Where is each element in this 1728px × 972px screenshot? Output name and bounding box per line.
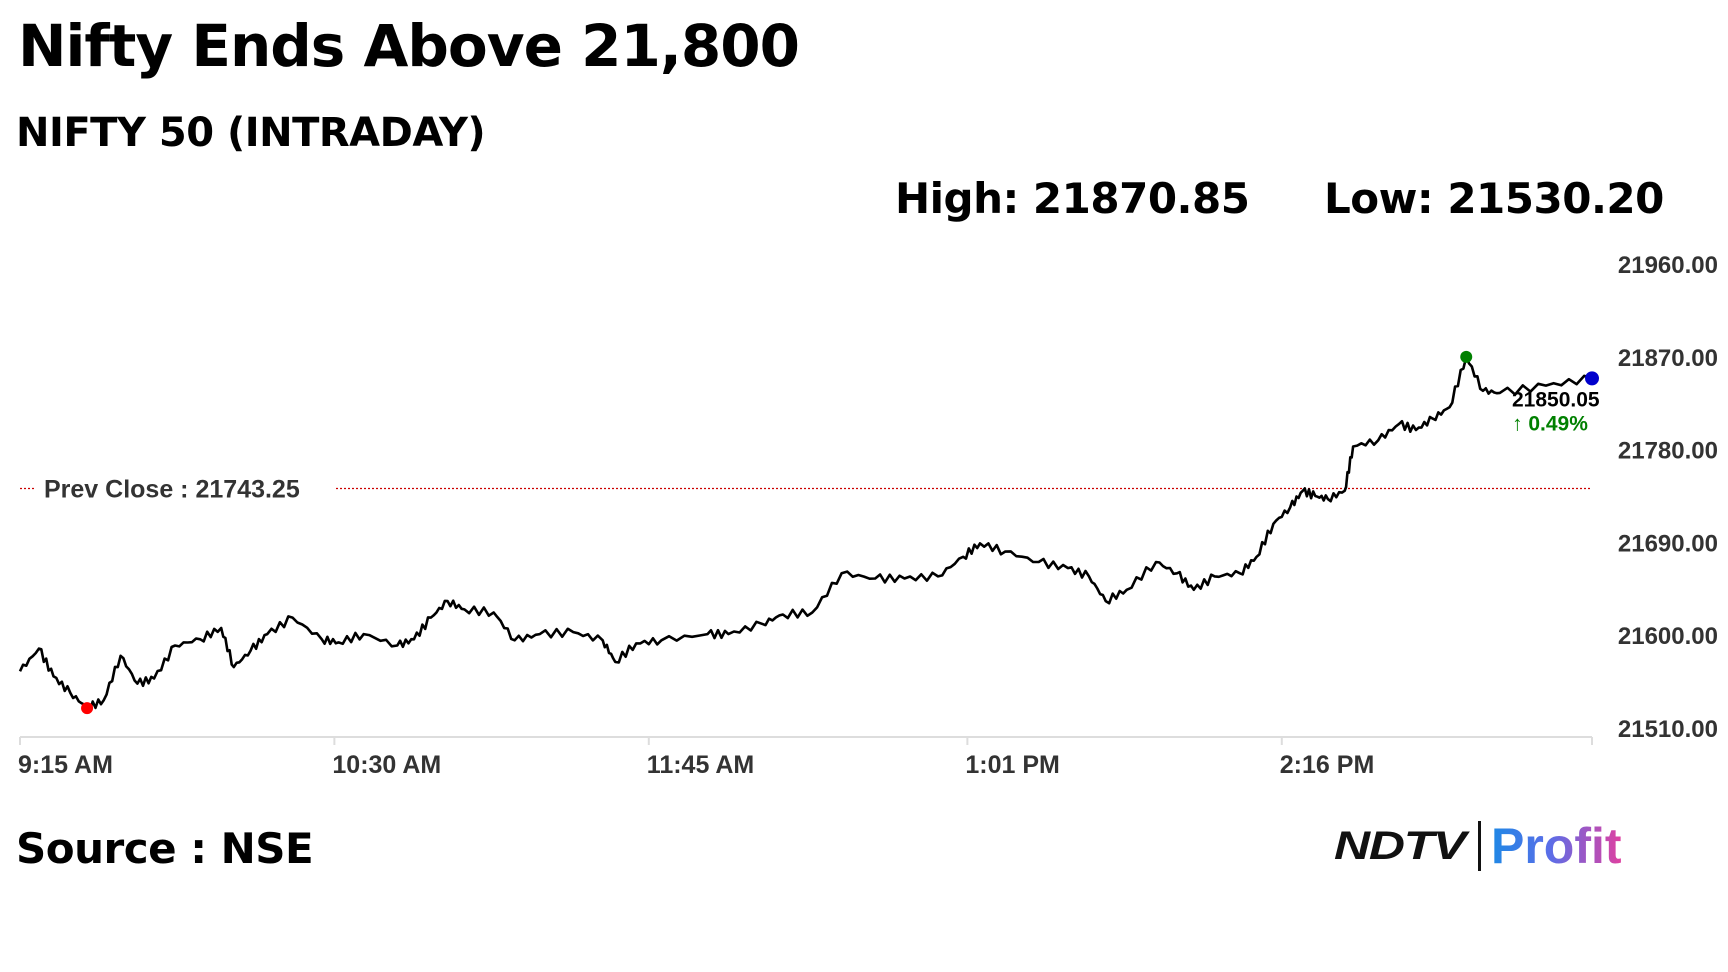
y-tick-label: 21600.00 — [1618, 623, 1718, 650]
prev-close-label-bg — [36, 474, 334, 503]
last-point-marker — [1585, 371, 1599, 386]
logo-ndtv: NDTV — [1334, 823, 1466, 868]
y-tick-label: 21870.00 — [1618, 345, 1718, 372]
y-tick-label: 21510.00 — [1618, 716, 1718, 743]
y-tick-label: 21690.00 — [1618, 530, 1718, 557]
low-point-marker — [81, 702, 94, 715]
last-change-label: ↑ 0.49% — [1512, 412, 1588, 435]
chart-subtitle: NIFTY 50 (INTRADAY) — [16, 110, 486, 156]
x-axis: 9:15 AM 10:30 AM 11:45 AM 1:01 PM 2:16 PM — [18, 736, 1593, 779]
x-tick-label: 9:15 AM — [18, 751, 113, 779]
series-line-nifty50 — [18, 355, 1593, 713]
x-tick-label: 1:01 PM — [965, 751, 1059, 779]
x-tick-label: 11:45 AM — [647, 751, 754, 779]
high-point-marker — [1460, 350, 1473, 363]
logo-profit: Profit — [1491, 818, 1622, 874]
logo-divider — [1478, 821, 1481, 871]
y-tick-label: 21960.00 — [1618, 252, 1718, 279]
headline: Nifty Ends Above 21,800 — [18, 12, 800, 80]
ndtv-profit-logo: NDTV Profit — [1334, 818, 1622, 874]
intraday-chart: 21960.00 21870.00 21780.00 21690.00 21600.00… — [18, 252, 1718, 779]
last-price-label: 21850.05 — [1512, 388, 1600, 411]
day-low: Low: 21530.20 — [1324, 174, 1664, 223]
prev-close-label: Prev Close : 21743.25 — [44, 475, 300, 503]
x-tick-label: 10:30 AM — [332, 751, 441, 779]
x-tick-label: 2:16 PM — [1280, 751, 1374, 779]
source-note: Source : NSE — [16, 824, 314, 873]
day-high: High: 21870.85 — [895, 174, 1250, 223]
y-axis: 21960.00 21870.00 21780.00 21690.00 21600.00… — [1618, 252, 1718, 743]
y-tick-label: 21780.00 — [1618, 438, 1718, 465]
